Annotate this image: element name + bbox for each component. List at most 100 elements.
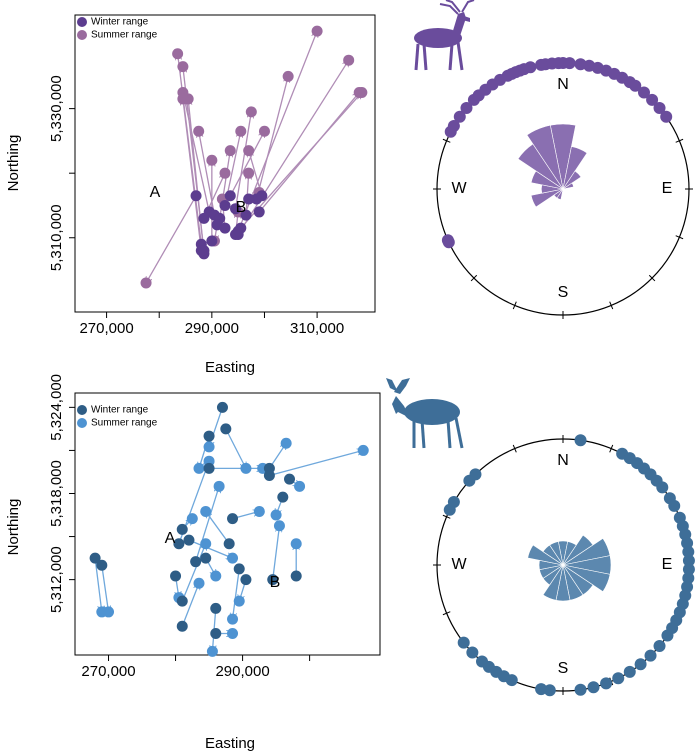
- winter-point: [203, 462, 215, 474]
- compass-label: S: [558, 660, 569, 677]
- winter-point: [190, 190, 202, 202]
- y-tick-label: 5,330,000: [48, 75, 65, 142]
- migration-arrow: [269, 450, 363, 477]
- x-tick-label: 270,000: [81, 663, 135, 680]
- legend-label: Summer range: [91, 418, 158, 429]
- migration-arrow: [195, 486, 219, 562]
- winter-point: [263, 470, 275, 482]
- winter-point: [227, 513, 239, 525]
- plot-frame: [74, 14, 376, 313]
- summer-point: [206, 154, 218, 166]
- migration-arrow: [94, 558, 102, 612]
- summer-point: [103, 606, 115, 618]
- summer-point: [282, 70, 294, 82]
- winter-point: [176, 595, 188, 607]
- winter-point: [243, 193, 255, 205]
- winter-point: [267, 574, 279, 586]
- migration-arrow: [229, 131, 264, 197]
- summer-point: [235, 125, 247, 137]
- y-tick-label: 5,318,000: [48, 460, 65, 527]
- migration-arrow: [188, 99, 205, 254]
- y-tick-label: 5,310,000: [48, 204, 65, 271]
- migration-arrow: [240, 92, 362, 229]
- y-axis-label: Northing: [5, 499, 22, 556]
- summer-point: [186, 513, 198, 525]
- direction-point: [457, 636, 470, 649]
- winter-point: [224, 190, 236, 202]
- summer-point: [311, 25, 323, 37]
- rose-petal: [527, 544, 564, 566]
- circle-tick: [609, 444, 614, 453]
- winter-point: [176, 620, 188, 632]
- summer-point: [193, 462, 205, 474]
- legend-label: Summer range: [91, 30, 158, 41]
- legend-marker: [77, 418, 87, 428]
- circle-tick: [512, 444, 517, 453]
- summer-point: [227, 627, 239, 639]
- direction-point: [453, 110, 466, 123]
- x-axis-label: Easting: [205, 735, 255, 752]
- direction-point: [447, 496, 460, 508]
- summer-point: [203, 441, 215, 453]
- plot-frame: [74, 392, 381, 656]
- x-tick-label: 270,000: [79, 320, 133, 337]
- direction-point: [466, 646, 479, 659]
- summer-point: [210, 570, 222, 582]
- migration-arrow: [181, 583, 199, 627]
- direction-point: [656, 481, 669, 494]
- direction-point: [574, 434, 587, 447]
- legend-marker: [77, 17, 87, 27]
- direction-point: [447, 120, 460, 132]
- summer-point: [224, 145, 236, 157]
- circle-tick: [470, 274, 478, 282]
- winter-point: [253, 206, 265, 218]
- summer-point: [177, 61, 189, 73]
- migration-arrow: [233, 568, 240, 619]
- summer-point: [213, 480, 225, 492]
- summer-point: [206, 645, 218, 657]
- rose-petal: [562, 170, 582, 190]
- direction-point: [469, 468, 482, 481]
- summer-point: [294, 480, 306, 492]
- annotation: B: [236, 199, 247, 216]
- legend-label: Winter range: [91, 405, 149, 416]
- direction-point: [600, 677, 613, 690]
- compass-label: E: [662, 556, 673, 573]
- summer-point: [280, 437, 292, 449]
- summer-point: [140, 277, 152, 289]
- winter-point: [198, 212, 210, 224]
- summer-point: [227, 613, 239, 625]
- summer-point: [290, 538, 302, 550]
- direction-point: [682, 545, 695, 558]
- migration-arrow: [258, 92, 359, 213]
- winter-point: [220, 423, 232, 435]
- annotation: B: [270, 574, 281, 591]
- direction-point: [653, 102, 666, 115]
- summer-point: [353, 86, 365, 98]
- compass-label: N: [557, 76, 569, 93]
- summer-point: [172, 48, 184, 60]
- winter-point: [230, 229, 242, 241]
- winter-point: [256, 190, 268, 202]
- rose-petal: [542, 564, 564, 601]
- circle-tick: [442, 514, 451, 519]
- summer-point: [270, 509, 282, 521]
- winter-point: [284, 473, 296, 485]
- direction-point: [682, 554, 695, 567]
- summer-point: [357, 444, 369, 456]
- direction-point: [653, 639, 666, 652]
- circle-tick: [442, 138, 451, 143]
- winter-point: [223, 538, 235, 550]
- summer-point: [193, 577, 205, 589]
- migration-arrow: [183, 99, 202, 251]
- summer-point: [227, 552, 239, 564]
- winter-point: [170, 570, 182, 582]
- direction-point: [612, 672, 625, 685]
- rose-petal: [562, 564, 611, 593]
- rose-petal: [549, 541, 564, 566]
- summer-point: [258, 125, 270, 137]
- winter-point: [203, 430, 215, 442]
- direction-point: [634, 658, 647, 671]
- deer-icon: [414, 0, 475, 71]
- compass-label: N: [557, 452, 569, 469]
